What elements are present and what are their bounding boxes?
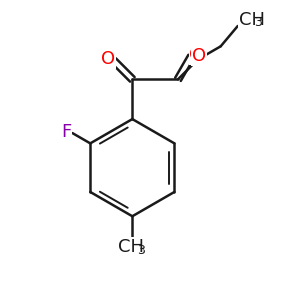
Text: CH: CH (118, 238, 144, 256)
Text: O: O (192, 47, 206, 65)
Text: 3: 3 (137, 244, 145, 257)
Text: O: O (190, 46, 204, 64)
Text: CH: CH (239, 11, 265, 28)
Text: 3: 3 (254, 16, 262, 29)
Text: F: F (61, 124, 71, 142)
Text: O: O (101, 50, 116, 68)
